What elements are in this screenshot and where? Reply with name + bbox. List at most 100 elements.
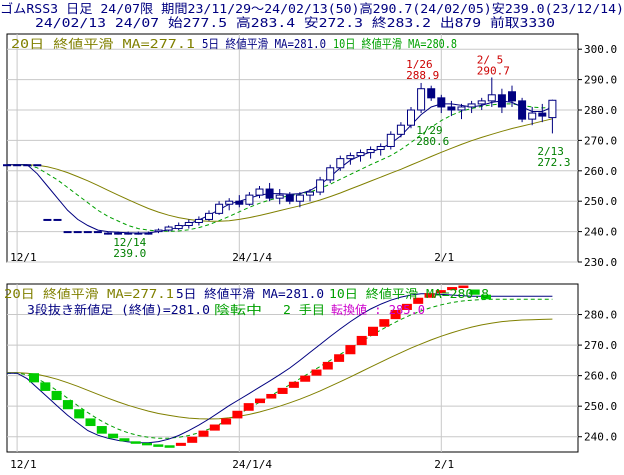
tlb-ma20-line [7, 318, 553, 420]
three-line-break-plot-frame [6, 283, 579, 453]
candle [134, 231, 143, 235]
candle-body-down [437, 97, 446, 108]
y-tick-label: 260.0 [584, 370, 617, 383]
candle-body-down [508, 91, 516, 102]
tlb-brick-up [368, 326, 378, 336]
candle [13, 164, 22, 167]
three-line-break-x-ticks: 12/1 24/1/4 2/1 [10, 458, 454, 471]
candle-body-down [518, 100, 527, 120]
candle [3, 164, 11, 167]
three-line-break-ma-lines [7, 293, 553, 444]
tlb-brick-down [85, 418, 96, 427]
candle-body-up [528, 112, 537, 120]
tlb-brick-up [334, 354, 345, 362]
candle [124, 231, 133, 235]
candle-body-up [144, 232, 153, 235]
tlb-brick-up [187, 436, 198, 443]
candle [427, 85, 436, 101]
tlb-brick-up [255, 398, 265, 404]
candle-body-up [225, 200, 234, 205]
candle-body-up [346, 155, 355, 160]
tlb-brick-up [221, 418, 232, 425]
candle [285, 192, 294, 205]
candle-body-up [326, 167, 335, 181]
candle-body-up [124, 232, 133, 235]
tlb-brick-up [413, 297, 424, 304]
tlb-brick-down [481, 294, 491, 300]
tlb-brick-down [130, 441, 141, 444]
tlb-brick-down [51, 390, 62, 401]
y-tick-label: 280.0 [584, 309, 617, 322]
tlb-brick-up [390, 309, 401, 320]
candle [538, 103, 547, 123]
candle [407, 106, 415, 129]
candle-body-up [417, 88, 426, 111]
candle [366, 146, 375, 159]
annotation-date: 2/ 5 [477, 53, 504, 66]
y-tick-label: 230.0 [584, 256, 617, 269]
header-line-2: 24/02/13 24/07 始277.5 高283.4 安272.3 終283… [35, 15, 555, 30]
candle [508, 85, 516, 107]
candle-body-up [23, 164, 32, 167]
candle-body-up [275, 194, 284, 199]
header-line-1: ゴムRSS3 日足 24/07限 期間23/11/29～24/02/13(50)… [0, 1, 624, 16]
candle-body-up [255, 188, 264, 196]
legend2-ma5: 5日 終値平滑 MA=281.0 [176, 286, 324, 301]
annotation-date: 1/29 [416, 124, 443, 137]
candle-body-up [366, 149, 375, 154]
candle-body-up [376, 145, 385, 151]
candlestick-series [3, 77, 557, 235]
tlb-status-state: 陰転中 [214, 302, 262, 317]
tlb-brick-down [108, 433, 119, 439]
candle-body-up [114, 232, 123, 235]
annotation-date: 2/13 [537, 145, 564, 158]
candle [73, 231, 82, 234]
candle-body-up [306, 191, 314, 196]
tlb-brick-up [277, 387, 288, 394]
candle-body-up [93, 231, 102, 234]
three-line-break-series [29, 285, 491, 448]
tlb-ma5-line [7, 293, 553, 444]
legend2-ma20: 20日 終値平滑 MA=277.1 [4, 286, 174, 301]
candle [306, 189, 314, 202]
candle [457, 103, 466, 120]
candle [184, 219, 193, 229]
tlb-brick-up [209, 424, 220, 431]
candle [114, 231, 123, 235]
candle-body-up [477, 100, 486, 105]
candle [63, 231, 72, 234]
candle-body-up [215, 203, 224, 214]
candle-body-up [13, 164, 22, 167]
candle [528, 106, 537, 126]
x-tick-label: 12/1 [10, 251, 36, 264]
candle [487, 77, 496, 107]
y-tick-label: 280.0 [584, 104, 617, 117]
tlb-brick-up [322, 361, 333, 370]
candle-body-up [396, 124, 405, 135]
candle [447, 100, 456, 117]
y-tick-label: 250.0 [584, 400, 617, 413]
candle [437, 94, 446, 114]
tlb-brick-up [198, 430, 209, 437]
candle-body-down [285, 194, 294, 202]
tlb-brick-up [424, 293, 435, 298]
x-tick-label: 24/1/4 [232, 458, 272, 471]
annotation-value: 290.7 [477, 64, 510, 77]
candle [33, 164, 42, 167]
y-tick-label: 240.0 [584, 431, 617, 444]
candle-body-up [548, 99, 557, 119]
candle [245, 192, 254, 206]
candle [376, 143, 385, 156]
candle-body-up [316, 179, 325, 193]
tlb-brick-down [469, 289, 480, 295]
y-tick-label: 290.0 [584, 74, 617, 87]
candle [194, 216, 203, 226]
y-tick-label: 270.0 [584, 134, 617, 147]
tlb-brick-up [288, 381, 299, 388]
candle-body-up [73, 231, 82, 234]
tlb-brick-up [379, 319, 390, 327]
x-tick-label: 2/1 [434, 458, 454, 471]
candlestick-panel: 230.0 240.0 250.0 260.0 270.0 280.0 290.0 300.0… [3, 33, 617, 269]
candle-body-up [164, 226, 173, 231]
